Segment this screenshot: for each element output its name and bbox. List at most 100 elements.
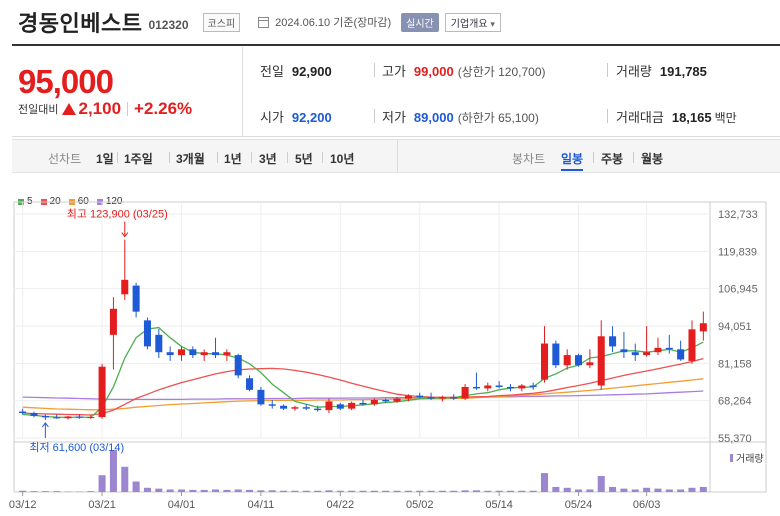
price-change: 전일대비 2,100 +2.26% [18, 99, 192, 119]
price-divider [242, 47, 243, 137]
volume-bar [189, 489, 197, 492]
stock-name: 경동인베스트 [18, 11, 143, 36]
volume-bar [552, 486, 560, 492]
period-3m-button[interactable]: 3개월 [176, 152, 205, 166]
open-label: 시가 [260, 110, 284, 125]
candle-daily-button[interactable]: 일봉 [561, 150, 584, 171]
volume-bar [121, 466, 129, 492]
x-tick-label: 05/24 [565, 499, 593, 511]
candle-body [132, 285, 140, 312]
volume-bar [132, 481, 140, 492]
header: 경동인베스트 012320 코스피 2024.06.10 기준(장마감) 실시간… [0, 0, 780, 44]
price-panel: 95,000 전일대비 2,100 +2.26% 전일 92,900 고가 99… [12, 47, 780, 137]
candle-body [427, 397, 435, 399]
candle-body [143, 320, 151, 347]
volume-bar [461, 490, 469, 492]
candle-body [223, 352, 231, 356]
candle-weekly-button[interactable]: 주봉 [601, 152, 624, 166]
volume-bar [98, 475, 106, 492]
volume-bar [246, 489, 254, 492]
candle-body [41, 415, 49, 418]
low-arrowhead [41, 422, 49, 428]
candle-body [654, 347, 662, 353]
candle-body [19, 411, 27, 414]
candle-body [643, 352, 651, 356]
candle-body [291, 407, 299, 409]
candle-body [189, 349, 197, 356]
change-amount: 2,100 [78, 99, 122, 118]
volume-legend-label: 거래량 [736, 453, 764, 465]
y-tick-label: 81,158 [718, 358, 752, 370]
volume-bar [495, 490, 503, 492]
candle-body [64, 416, 72, 419]
candle-body [620, 349, 628, 353]
market-badge: 코스피 [202, 12, 241, 32]
realtime-button[interactable]: 실시간 [401, 12, 439, 32]
current-price: 95,000 [18, 63, 114, 100]
low-annotation: 최저 61,600 (03/14) [29, 441, 124, 454]
x-tick-label: 04/11 [248, 499, 275, 511]
trade-amount: 거래대금 18,165 백만 [616, 107, 737, 126]
y-tick-label: 106,945 [718, 284, 758, 296]
x-tick-label: 04/01 [168, 499, 196, 511]
x-tick-label: 06/03 [633, 499, 661, 511]
x-tick-label: 05/14 [485, 499, 513, 511]
company-info-button[interactable]: 기업개요 ▾ [444, 12, 501, 32]
period-3y-button[interactable]: 3년 [259, 152, 277, 166]
candle-body [699, 323, 707, 332]
volume-bar [643, 487, 651, 492]
volume-bar [665, 489, 673, 492]
candle-body [461, 386, 469, 399]
stat-divider [607, 109, 608, 123]
candlestick-chart[interactable]: 132,733 119,839 106,945 94,051 81,158 68,264 5… [0, 180, 780, 516]
y-tick-label: 94,051 [718, 321, 752, 333]
x-tick-label: 05/02 [406, 499, 434, 511]
volume-bar [155, 488, 163, 492]
stock-code: 012320 [148, 18, 189, 32]
prev-close-value: 92,900 [291, 64, 332, 79]
volume-bar [540, 473, 549, 492]
volume-bar [450, 490, 458, 492]
period-1w-button[interactable]: 1주일 [124, 152, 153, 166]
period-5y-button[interactable]: 5년 [295, 152, 313, 166]
volume-bar [109, 450, 117, 492]
candle-body [631, 352, 639, 356]
toolbar-mid-divider [397, 140, 398, 173]
candle-body [484, 385, 492, 389]
volume-bar [575, 489, 583, 492]
open-price: 시가 92,200 [260, 107, 332, 126]
volume-bar [336, 490, 344, 492]
period-10y-button[interactable]: 10년 [330, 152, 355, 166]
volume-bar [586, 489, 594, 492]
volume-bar [620, 488, 628, 492]
candle-monthly-button[interactable]: 월봉 [641, 152, 664, 166]
base-date: 2024.06.10 기준(장마감) [275, 17, 392, 29]
period-1y-button[interactable]: 1년 [224, 152, 242, 166]
candle-body [688, 329, 696, 361]
header-divider [12, 44, 780, 46]
high-annotation: 최고 123,900 (03/25) [67, 208, 168, 221]
volume-bar [30, 491, 38, 492]
candle-body [370, 399, 378, 405]
volume-bar [563, 487, 571, 492]
chevron-down-icon: ▾ [490, 18, 495, 29]
volume-bar [234, 489, 242, 492]
candle-body [438, 397, 446, 399]
volume-bar [143, 487, 151, 492]
volume-bar [393, 490, 401, 492]
open-value: 92,200 [291, 110, 332, 125]
volume-bar [314, 490, 322, 492]
candle-body [87, 417, 95, 419]
toolbar-divider [322, 152, 323, 163]
candle-body [109, 308, 117, 335]
volume-bar [404, 490, 412, 492]
x-tick-label: 04/22 [327, 499, 355, 511]
candle-body [200, 352, 208, 356]
period-1d-button[interactable]: 1일 [96, 152, 114, 166]
stat-divider [374, 109, 375, 123]
candle-body [677, 349, 685, 360]
chart-toolbar: 선차트 1일 1주일 3개월 1년 3년 5년 10년 봉차트 일봉 주봉 월봉 [12, 139, 780, 173]
amount-unit: 백만 [714, 111, 737, 125]
change-divider [127, 102, 129, 116]
